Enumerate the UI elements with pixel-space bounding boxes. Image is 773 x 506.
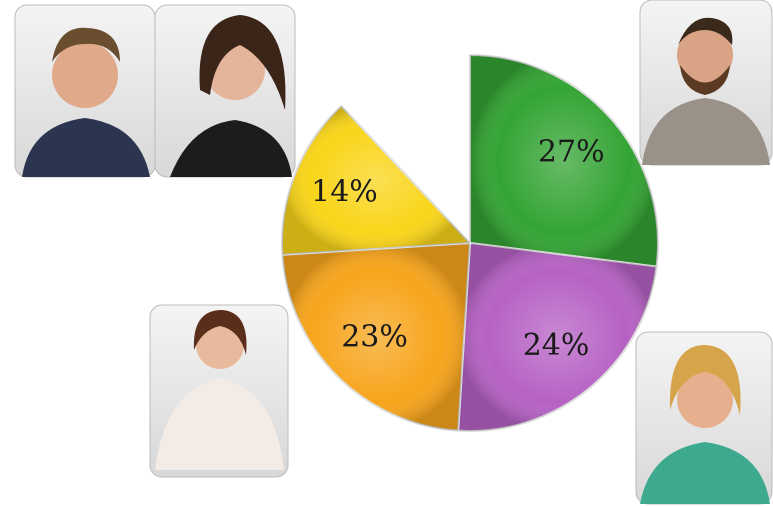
- photo: [640, 0, 772, 165]
- value-label: 27%: [538, 135, 605, 170]
- photo: [15, 5, 155, 177]
- pie: 27% 24% 23% 14%: [282, 55, 658, 431]
- photo: [636, 332, 772, 504]
- photo: [150, 305, 288, 477]
- value-label: 23%: [341, 319, 408, 354]
- value-label: 14%: [311, 174, 378, 209]
- value-label: 24%: [523, 328, 590, 363]
- photo: [155, 5, 295, 177]
- chart: 27% 24% 23% 14%: [0, 0, 773, 506]
